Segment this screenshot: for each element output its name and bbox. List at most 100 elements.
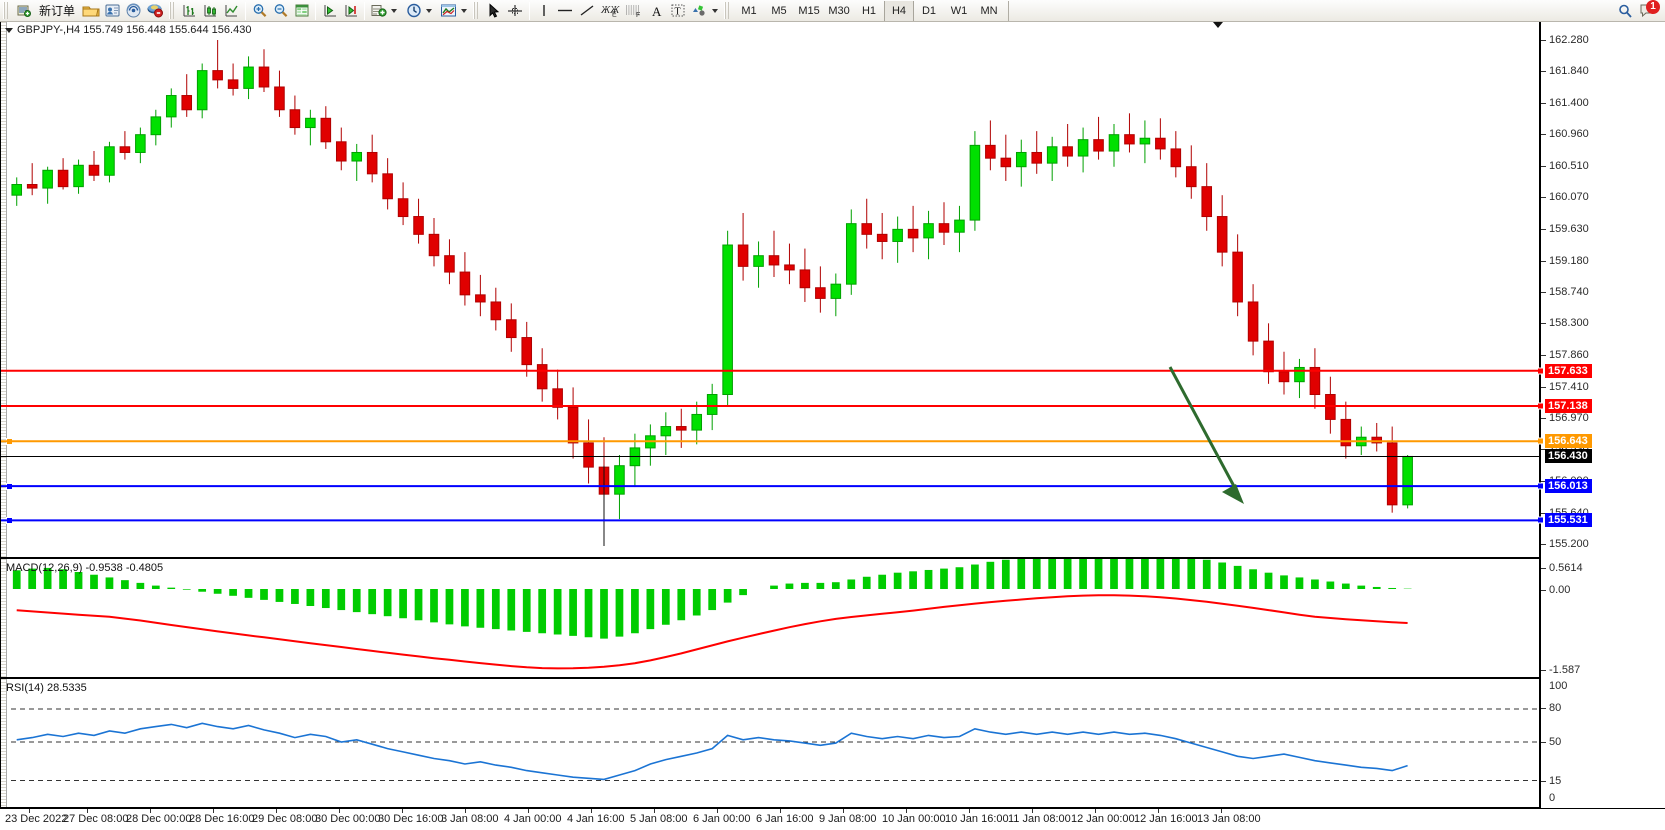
time-tick-label: 10 Jan 00:00 (882, 813, 946, 825)
price-tick-label: 161.840 (1549, 65, 1589, 78)
profile-icon[interactable] (102, 1, 123, 21)
alerts-icon[interactable]: 1 (1636, 0, 1660, 21)
price-tick-label: 156.970 (1549, 412, 1589, 424)
time-tick (1158, 809, 1159, 813)
rsi-tick-label: 80 (1549, 702, 1562, 715)
level-drag-handle[interactable] (6, 517, 13, 525)
time-tick (150, 809, 151, 813)
price-level-label-support-1[interactable]: 156.013 (1545, 479, 1592, 494)
toolbar-grip-3[interactable] (473, 2, 481, 19)
price-axis[interactable]: 162.280 161.840 161.400 160.960 160.510 160.0… (1537, 22, 1665, 808)
candlestick-icon[interactable] (200, 1, 221, 21)
macd-pane[interactable]: MACD(12,26,9) -0.9538 -0.4805 (0, 558, 1540, 678)
price-level-label-support-2[interactable]: 155.531 (1545, 513, 1592, 528)
time-tick (276, 809, 277, 813)
price-level-label-current-price[interactable]: 156.430 (1545, 449, 1592, 464)
tab-timeframe-m30[interactable]: M30 (828, 4, 850, 17)
time-tick-label: 27 Dec 08:00 (63, 813, 129, 825)
macd-tick (1541, 590, 1546, 591)
autotrading-icon[interactable] (144, 1, 166, 21)
search-icon[interactable] (1615, 1, 1636, 21)
time-tick-label: 11 Jan 08:00 (1008, 813, 1071, 825)
signal-icon[interactable] (123, 1, 144, 21)
add-indicator-chevron-down-icon[interactable] (391, 8, 398, 13)
tab-timeframe-m15[interactable]: M15 (798, 4, 820, 17)
toolbar-grip-4[interactable] (724, 2, 732, 19)
trendline-icon[interactable] (576, 1, 598, 21)
price-level-handle[interactable] (1537, 516, 1544, 524)
tab-timeframe-d1[interactable]: D1 (921, 4, 937, 17)
price-level-label-resistance-1[interactable]: 157.633 (1545, 363, 1592, 378)
price-tick-label: 157.410 (1549, 380, 1589, 393)
price-tick (1541, 449, 1546, 451)
collapse-triangle-icon[interactable] (5, 27, 13, 33)
data-window-icon[interactable] (291, 1, 312, 21)
text-icon[interactable]: A (646, 1, 667, 21)
tab-timeframe-w1[interactable]: W1 (950, 4, 968, 17)
rsi-pane-grip[interactable] (1, 679, 7, 807)
rsi-pane[interactable]: RSI(14) 28.5335 (0, 678, 1540, 808)
shapes-icon[interactable] (688, 1, 710, 21)
price-pane[interactable]: GBPJPY-,H4 155.749 156.448 155.644 156.4… (0, 22, 1540, 558)
toolbar-separator-1 (245, 1, 247, 20)
add-indicator-icon[interactable] (368, 1, 389, 21)
toolbar-grip-1[interactable] (3, 2, 10, 19)
rsi-label: RSI(14) 28.5335 (6, 682, 87, 694)
bar-chart-icon[interactable] (179, 1, 200, 21)
price-tick-label: 157.860 (1549, 348, 1589, 361)
tab-timeframe-m1[interactable]: M1 (741, 4, 757, 17)
time-tick-label: 30 Dec 16:00 (378, 813, 444, 825)
macd-pane-grip[interactable] (1, 559, 7, 677)
tab-timeframe-mn[interactable]: MN (980, 4, 998, 17)
line-chart-icon[interactable] (221, 1, 242, 21)
crosshair-icon[interactable] (504, 1, 526, 21)
price-level-handle[interactable] (1537, 367, 1544, 375)
price-pane-grip[interactable] (1, 22, 7, 557)
price-level-handle[interactable] (1537, 482, 1544, 490)
new-order-label[interactable]: 新订单 (39, 4, 76, 18)
folder-icon[interactable] (80, 1, 102, 21)
toolbar-grip-2[interactable] (169, 2, 177, 19)
tab-timeframe-h4[interactable]: H4 (884, 0, 915, 21)
zoom-in-icon[interactable] (249, 1, 270, 21)
shift-end-icon[interactable] (340, 1, 361, 21)
new-order-icon[interactable] (13, 1, 34, 21)
price-level-handle[interactable] (1537, 402, 1544, 410)
tab-timeframe-m5[interactable]: M5 (771, 4, 787, 17)
templates-chevron-down-icon[interactable] (461, 8, 468, 13)
price-tick (1541, 386, 1546, 388)
time-tick (1095, 809, 1096, 813)
shift-start-icon[interactable] (319, 1, 340, 21)
time-axis[interactable]: 23 Dec 2022 27 Dec 08:00 28 Dec 00:00 28 De… (0, 808, 1665, 830)
chart-area[interactable]: GBPJPY-,H4 155.749 156.448 155.644 156.4… (0, 22, 1665, 830)
tab-timeframe-h1[interactable]: H1 (861, 4, 877, 17)
hline-icon[interactable] (554, 1, 576, 21)
time-tick-label: 28 Dec 16:00 (189, 813, 255, 825)
svg-text:T: T (674, 7, 680, 18)
macd-tick (1541, 670, 1546, 671)
main-toolbar: 新订单 (0, 0, 1665, 22)
time-tick-label: 6 Jan 16:00 (756, 813, 814, 825)
templates-icon[interactable] (438, 1, 459, 21)
period-chevron-down-icon[interactable] (426, 8, 433, 13)
price-level-handle[interactable] (1537, 437, 1544, 445)
cursor-icon[interactable] (483, 1, 504, 21)
shapes-chevron-down-icon[interactable] (712, 8, 719, 13)
time-tick (339, 809, 340, 813)
time-tick-label: 12 Jan 16:00 (1134, 813, 1198, 825)
time-tick-label: 4 Jan 00:00 (504, 813, 562, 825)
label-icon[interactable]: T (667, 1, 688, 21)
time-tick (465, 809, 466, 813)
vline-icon[interactable] (533, 1, 554, 21)
rsi-plot (2, 708, 1537, 781)
price-tick-label: 162.280 (1549, 34, 1589, 46)
period-clock-icon[interactable] (403, 1, 424, 21)
level-drag-handle[interactable] (6, 483, 13, 491)
fibonacci-icon[interactable]: F (622, 1, 646, 21)
price-level-label-entry-level[interactable]: 156.643 (1545, 434, 1592, 449)
price-tick-label: 160.070 (1549, 191, 1589, 204)
zoom-out-icon[interactable] (270, 1, 291, 21)
elliott-icon[interactable]: ЖЖ E (598, 1, 622, 21)
level-drag-handle[interactable] (6, 438, 13, 446)
price-level-label-resistance-2[interactable]: 157.138 (1545, 399, 1592, 414)
